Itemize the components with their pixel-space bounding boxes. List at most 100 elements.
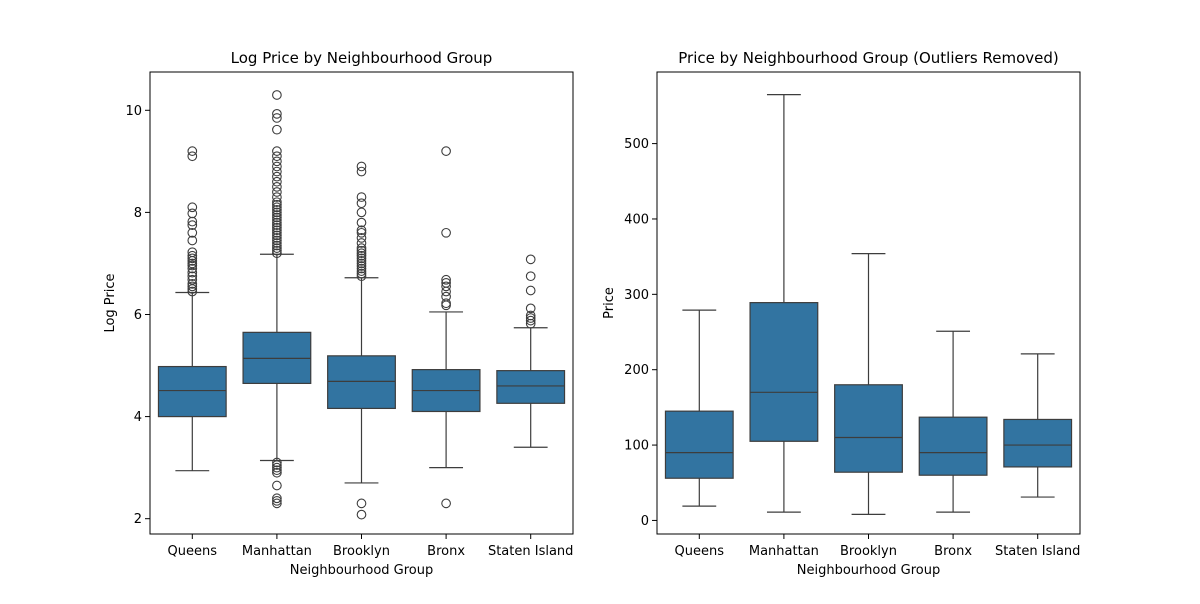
y-tick-label: 100 bbox=[624, 439, 649, 454]
outlier-point bbox=[272, 192, 282, 202]
outlier-point bbox=[525, 315, 536, 326]
outlier-point bbox=[441, 277, 451, 288]
x-tick-label: Staten Island bbox=[488, 544, 573, 559]
outlier-point bbox=[187, 151, 198, 162]
chart-title: Price by Neighbourhood Group (Outliers R… bbox=[678, 49, 1058, 67]
x-tick-label: Brooklyn bbox=[840, 544, 897, 559]
box-bronx bbox=[411, 146, 481, 509]
x-tick-label: Brooklyn bbox=[333, 544, 390, 559]
outlier-point bbox=[356, 253, 367, 264]
outlier-point bbox=[272, 227, 282, 238]
chart-title: Log Price by Neighbourhood Group bbox=[231, 49, 493, 67]
outlier-point bbox=[272, 217, 282, 228]
outlier-point bbox=[525, 313, 536, 323]
outlier-point bbox=[356, 243, 367, 253]
box-queens bbox=[157, 146, 227, 472]
plot-frame bbox=[149, 71, 574, 535]
outlier-point bbox=[272, 230, 282, 241]
outlier-point bbox=[187, 274, 198, 285]
outlier-point bbox=[272, 161, 282, 172]
y-tick-label: 2 bbox=[134, 512, 142, 527]
box-body bbox=[327, 355, 396, 410]
outlier-point bbox=[272, 202, 282, 213]
outlier-point bbox=[356, 268, 367, 279]
outlier-point bbox=[272, 245, 282, 256]
outlier-point bbox=[525, 254, 536, 265]
box-body bbox=[749, 302, 819, 442]
y-axis-label: Price bbox=[602, 287, 617, 319]
outlier-point bbox=[272, 238, 282, 248]
outlier-point bbox=[272, 210, 282, 220]
outlier-point bbox=[187, 271, 198, 282]
outlier-point bbox=[356, 192, 367, 202]
outlier-point bbox=[187, 286, 198, 297]
y-tick-label: 8 bbox=[134, 206, 142, 221]
outlier-point bbox=[356, 271, 367, 282]
y-tick-label: 300 bbox=[624, 288, 649, 303]
box-staten-island bbox=[496, 254, 566, 448]
outlier-point bbox=[272, 457, 282, 468]
box-queens bbox=[664, 309, 734, 507]
outlier-point bbox=[525, 285, 536, 296]
outlier-point bbox=[272, 460, 282, 470]
outlier-point bbox=[356, 161, 367, 172]
outlier-point bbox=[272, 199, 282, 210]
outlier-point bbox=[272, 462, 282, 473]
box-brooklyn bbox=[327, 161, 396, 520]
outlier-point bbox=[272, 240, 282, 251]
outlier-point bbox=[272, 225, 282, 236]
outlier-point bbox=[272, 233, 282, 243]
box-brooklyn bbox=[834, 253, 903, 516]
outlier-point bbox=[356, 217, 367, 228]
box-body bbox=[834, 384, 903, 473]
outlier-point bbox=[272, 90, 282, 100]
outlier-point bbox=[187, 263, 198, 274]
outlier-point bbox=[272, 498, 282, 509]
outlier-point bbox=[525, 271, 536, 282]
outlier-point bbox=[187, 208, 198, 219]
outlier-point bbox=[272, 109, 282, 119]
outlier-point bbox=[187, 220, 198, 230]
x-tick-label: Manhattan bbox=[242, 544, 312, 559]
outlier-point bbox=[441, 274, 451, 285]
outlier-point bbox=[356, 238, 367, 248]
outlier-point bbox=[356, 248, 367, 259]
x-tick-label: Staten Island bbox=[995, 544, 1080, 559]
outlier-point bbox=[187, 146, 198, 156]
outlier-point bbox=[187, 253, 198, 264]
box-body bbox=[1003, 418, 1073, 468]
outlier-point bbox=[272, 151, 282, 162]
outlier-point bbox=[356, 225, 367, 236]
box-body bbox=[157, 365, 227, 418]
outlier-point bbox=[272, 212, 282, 223]
outlier-point bbox=[356, 498, 367, 509]
y-tick-label: 0 bbox=[641, 514, 649, 529]
outlier-point bbox=[525, 310, 536, 321]
y-tick-label: 200 bbox=[624, 363, 649, 378]
outlier-point bbox=[272, 197, 282, 208]
outlier-point bbox=[356, 266, 367, 276]
outlier-point bbox=[441, 286, 451, 297]
outlier-point bbox=[356, 245, 367, 256]
outlier-point bbox=[356, 227, 367, 238]
outlier-point bbox=[441, 298, 451, 309]
outlier-point bbox=[187, 227, 198, 238]
outlier-point bbox=[272, 235, 282, 246]
outlier-point bbox=[272, 222, 282, 233]
chart-panel-log-price: Log Price by Neighbourhood Group 2 4 6 8 10 Qu… bbox=[103, 49, 574, 578]
outlier-point bbox=[187, 281, 198, 292]
outlier-point bbox=[272, 176, 282, 187]
plot-frame bbox=[656, 71, 1081, 535]
outlier-point bbox=[272, 495, 282, 506]
outlier-point bbox=[272, 171, 282, 182]
box-bronx bbox=[918, 330, 988, 513]
x-axis-label: Neighbourhood Group bbox=[797, 563, 941, 578]
outlier-point bbox=[272, 465, 282, 476]
box-staten-island bbox=[1003, 353, 1073, 498]
outlier-point bbox=[441, 498, 451, 509]
x-tick-label: Manhattan bbox=[749, 544, 819, 559]
outlier-point bbox=[272, 248, 282, 259]
outlier-point bbox=[356, 256, 367, 266]
y-tick-label: 500 bbox=[624, 137, 649, 152]
